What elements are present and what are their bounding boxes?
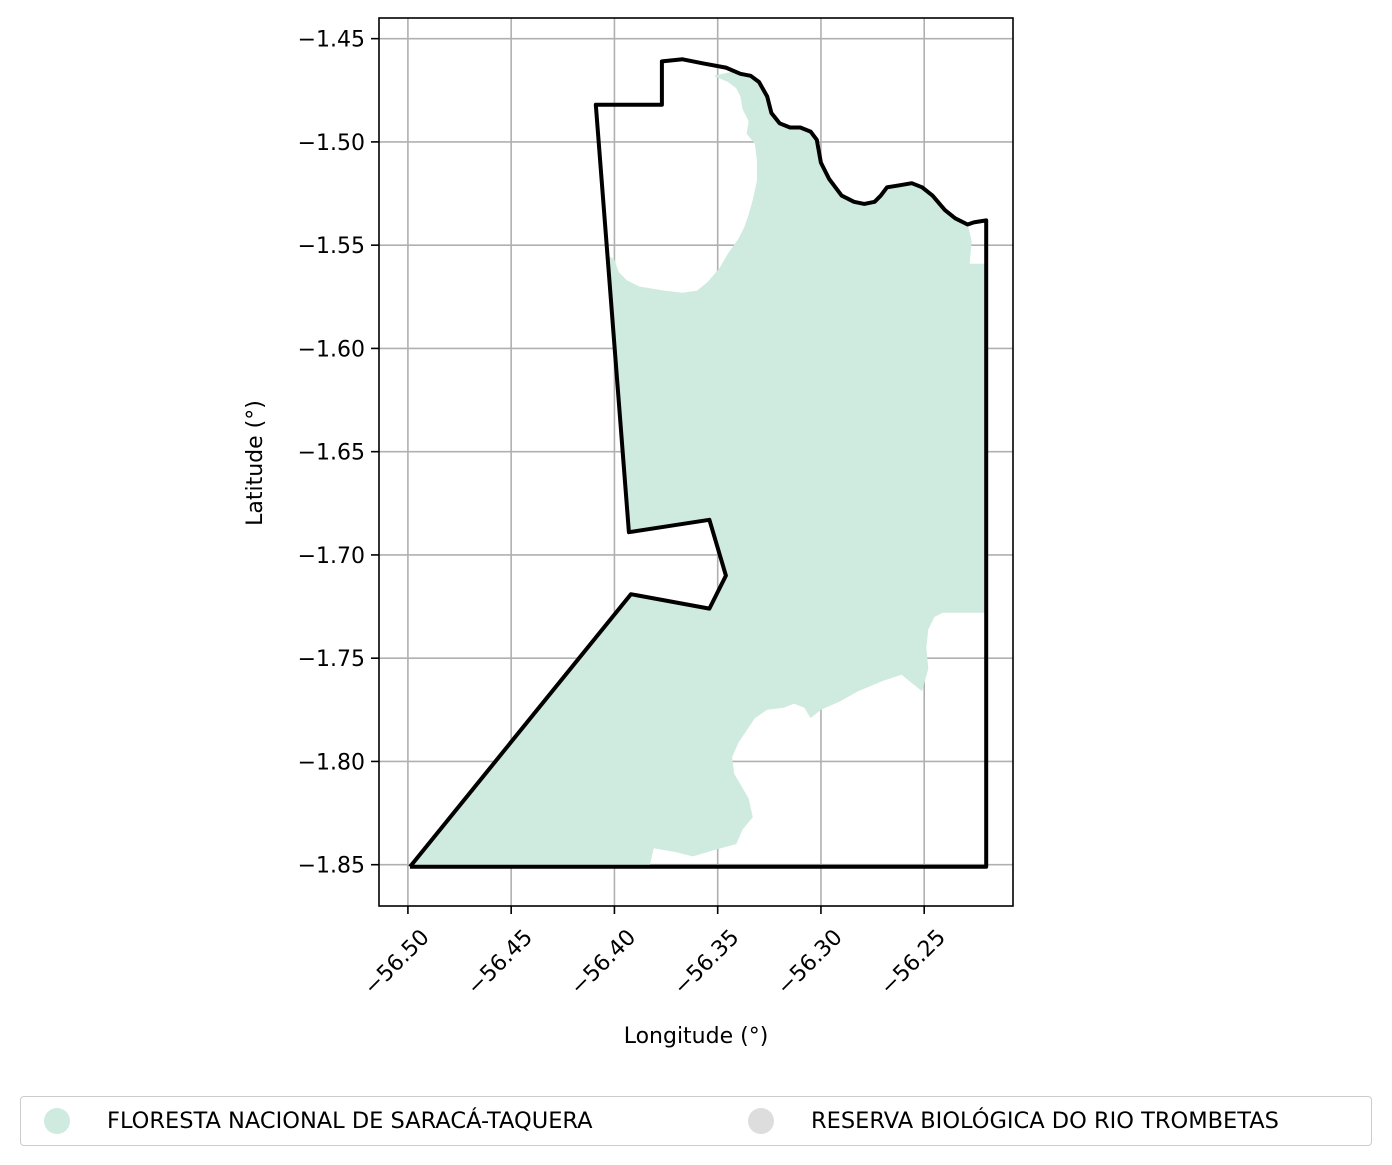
x-tick-label: −56.45: [463, 925, 538, 1000]
axes-frame: [378, 17, 1014, 907]
x-tick-label: −56.50: [359, 925, 434, 1000]
y-tick-label: −1.80: [298, 750, 365, 775]
legend-label-floresta: FLORESTA NACIONAL DE SARACÁ-TAQUERA: [107, 1108, 593, 1134]
boundary-outline: [408, 57, 989, 869]
x-tick-label: −56.40: [566, 925, 641, 1000]
legend-marker-floresta: [44, 1108, 70, 1134]
x-tick-label: −56.25: [876, 925, 951, 1000]
y-tick-label: −1.75: [298, 647, 365, 672]
legend-label-reserva: RESERVA BIOLÓGICA DO RIO TROMBETAS: [811, 1108, 1279, 1134]
area-floresta-nacional: [410, 71, 987, 867]
y-tick-label: −1.85: [298, 854, 365, 879]
x-axis-title: Longitude (°): [624, 1024, 769, 1049]
y-tick-label: −1.70: [298, 544, 365, 569]
legend-marker-reserva: [748, 1108, 774, 1134]
y-axis-title: Latitude (°): [243, 400, 268, 526]
legend-item-reserva: RESERVA BIOLÓGICA DO RIO TROMBETAS: [748, 1097, 1279, 1145]
x-tick-label: −56.35: [669, 925, 744, 1000]
y-tick-label: −1.60: [298, 337, 365, 362]
y-tick-label: −1.45: [298, 28, 365, 53]
y-tick-label: −1.55: [298, 234, 365, 259]
x-tick-label: −56.30: [772, 925, 847, 1000]
y-tick-label: −1.65: [298, 441, 365, 466]
legend: FLORESTA NACIONAL DE SARACÁ-TAQUERA RESE…: [20, 1096, 1372, 1146]
y-tick-label: −1.50: [298, 131, 365, 156]
boundary-layer: [408, 57, 989, 869]
legend-item-floresta: FLORESTA NACIONAL DE SARACÁ-TAQUERA: [44, 1097, 593, 1145]
area-layer: [410, 71, 987, 867]
